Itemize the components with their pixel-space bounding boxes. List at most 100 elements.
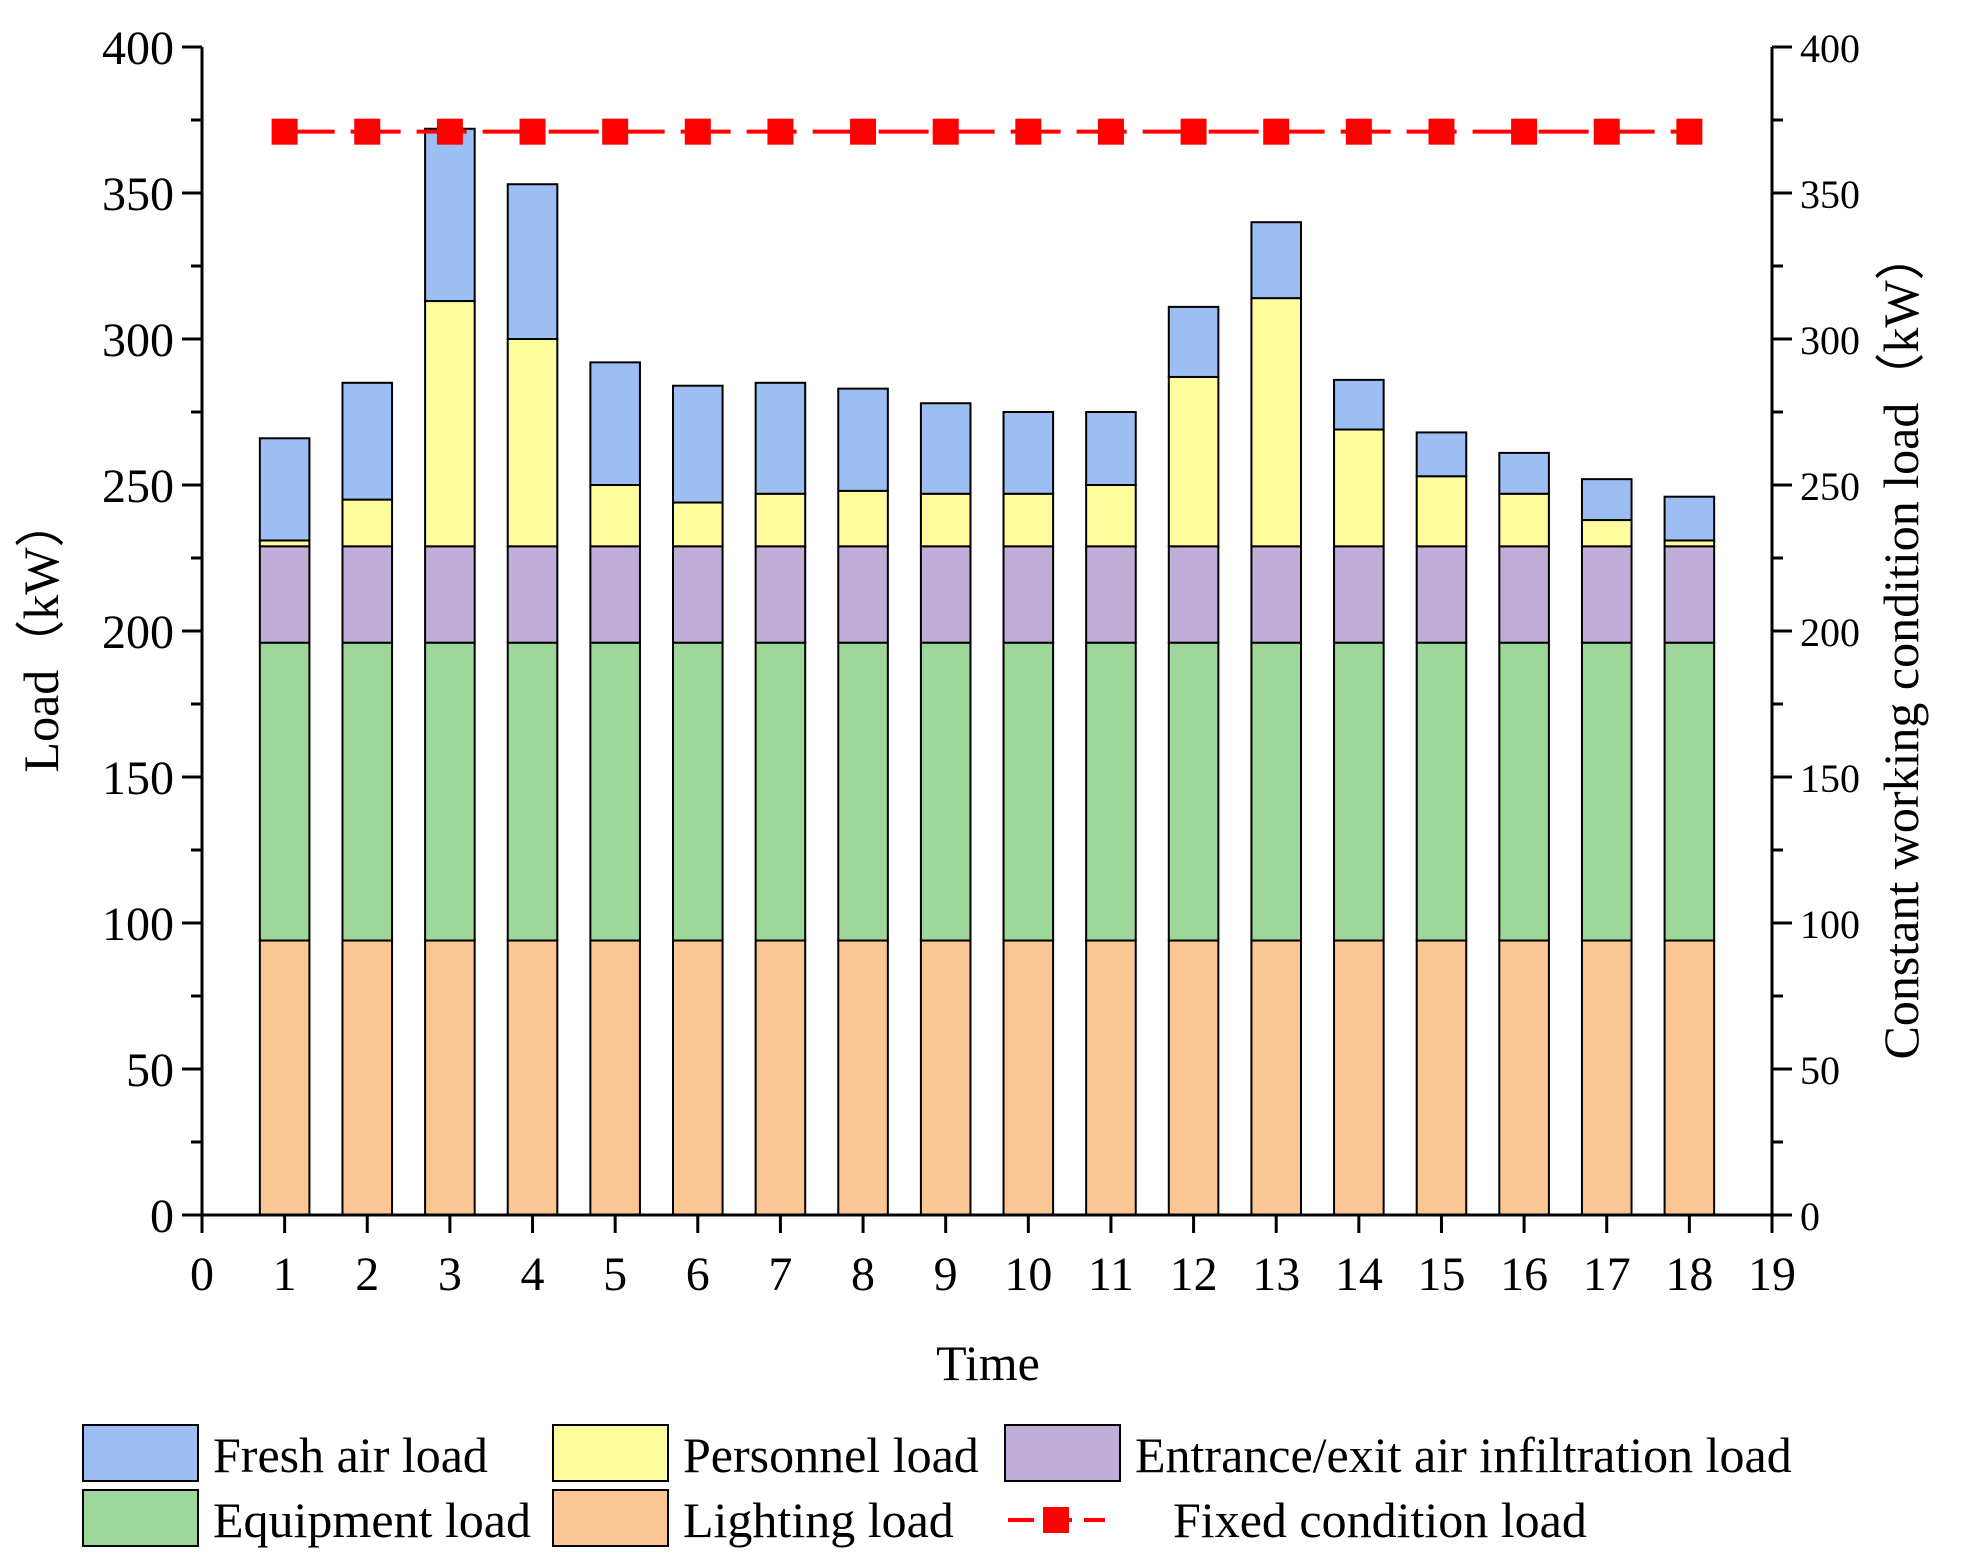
bar-fresh-air-load-11 [1085, 411, 1137, 486]
legend-swatch-equipment [82, 1489, 199, 1547]
bar-lighting-load-5 [589, 939, 641, 1217]
bar-personnel-load-15 [1415, 475, 1468, 548]
bar-entrance-exit-air-infiltration-load-16 [1498, 545, 1550, 644]
bar-lighting-load-11 [1085, 939, 1137, 1217]
y-axis-title: Load（kW） [13, 498, 69, 773]
bar-lighting-load-15 [1415, 939, 1468, 1217]
fixed-condition-marker-18 [1676, 118, 1703, 145]
x-tick-label: 0 [190, 1248, 214, 1301]
bar-entrance-exit-air-infiltration-load-18 [1663, 545, 1716, 644]
legend-label-lighting: Lighting load [683, 1492, 954, 1548]
plot-area: 0501001502002503003504000501001502002503… [102, 22, 1860, 1301]
y2-tick-label: 400 [1800, 26, 1860, 71]
bar-equipment-load-4 [506, 641, 559, 942]
x-axis-title: Time [936, 1335, 1040, 1391]
fixed-condition-marker-15 [1428, 118, 1455, 145]
bar-personnel-load-10 [1002, 492, 1055, 548]
y2-tick-label: 250 [1800, 464, 1860, 509]
bar-entrance-exit-air-infiltration-load-8 [837, 545, 889, 644]
x-tick-label: 16 [1500, 1248, 1548, 1301]
bar-fresh-air-load-4 [506, 183, 559, 340]
bar-entrance-exit-air-infiltration-load-6 [672, 545, 724, 644]
bar-equipment-load-11 [1085, 641, 1137, 942]
x-tick-label: 13 [1252, 1248, 1300, 1301]
bar-equipment-load-17 [1580, 641, 1633, 942]
legend-item-fresh-air: Fresh air load [82, 1424, 488, 1483]
fixed-condition-marker-4 [519, 118, 546, 145]
bar-personnel-load-14 [1333, 428, 1385, 548]
bar-equipment-load-6 [672, 641, 724, 942]
y-tick-label: 150 [102, 752, 174, 805]
y-tick-label: 400 [102, 22, 174, 75]
bar-personnel-load-13 [1250, 297, 1302, 548]
x-tick-label: 8 [851, 1248, 875, 1301]
x-tick-label: 11 [1088, 1248, 1134, 1301]
x-tick-label: 15 [1417, 1248, 1465, 1301]
bar-entrance-exit-air-infiltration-load-14 [1333, 545, 1385, 644]
x-tick-label: 5 [603, 1248, 627, 1301]
fixed-condition-marker-2 [354, 118, 381, 145]
bar-lighting-load-8 [837, 939, 889, 1217]
bar-personnel-load-5 [589, 484, 641, 548]
bar-personnel-load-3 [424, 300, 476, 548]
bar-fresh-air-load-3 [424, 127, 476, 303]
bar-lighting-load-2 [341, 939, 394, 1217]
y2-tick-label: 150 [1800, 756, 1860, 801]
x-tick-label: 14 [1335, 1248, 1383, 1301]
bar-lighting-load-16 [1498, 939, 1550, 1217]
fixed-condition-marker-3 [436, 118, 463, 145]
bar-fresh-air-load-17 [1580, 478, 1633, 522]
bar-entrance-exit-air-infiltration-load-10 [1002, 545, 1055, 644]
y-tick-label: 50 [126, 1044, 174, 1097]
y2-tick-label: 200 [1800, 610, 1860, 655]
x-tick-label: 10 [1004, 1248, 1052, 1301]
bar-fresh-air-load-6 [672, 384, 724, 504]
bar-lighting-load-13 [1250, 939, 1302, 1217]
y-tick-label: 0 [150, 1190, 174, 1243]
bar-fresh-air-load-7 [754, 381, 807, 495]
bar-entrance-exit-air-infiltration-load-5 [589, 545, 641, 644]
fixed-condition-marker-12 [1180, 118, 1207, 145]
bar-fresh-air-load-12 [1167, 305, 1220, 378]
bar-equipment-load-14 [1333, 641, 1385, 942]
x-tick-label: 3 [438, 1248, 462, 1301]
y-tick-label: 350 [102, 168, 174, 221]
bar-fresh-air-load-2 [341, 381, 394, 501]
tick-labels: 0501001502002503003504000501001502002503… [102, 22, 1860, 1301]
legend-item-lighting: Lighting load [552, 1489, 954, 1548]
bar-entrance-exit-air-infiltration-load-17 [1580, 545, 1633, 644]
y2-tick-label: 350 [1800, 172, 1860, 217]
bar-entrance-exit-air-infiltration-load-15 [1415, 545, 1468, 644]
bar-entrance-exit-air-infiltration-load-7 [754, 545, 807, 644]
y2-axis-title: Constant working condition load（kW） [1873, 230, 1929, 1059]
fixed-condition-marker-5 [602, 118, 629, 145]
x-tick-label: 4 [521, 1248, 545, 1301]
bar-entrance-exit-air-infiltration-load-2 [341, 545, 394, 644]
legend-swatch-lighting [552, 1489, 669, 1547]
bar-personnel-load-17 [1580, 519, 1633, 548]
legend-swatch-personnel [552, 1424, 669, 1482]
y-tick-label: 300 [102, 314, 174, 367]
bar-fresh-air-load-10 [1002, 411, 1055, 495]
fixed-condition-marker-11 [1097, 118, 1124, 145]
bar-entrance-exit-air-infiltration-load-4 [506, 545, 559, 644]
bar-lighting-load-14 [1333, 939, 1385, 1217]
x-tick-label: 12 [1170, 1248, 1218, 1301]
bar-fresh-air-load-5 [589, 361, 641, 486]
bar-lighting-load-18 [1663, 939, 1716, 1217]
bar-lighting-load-6 [672, 939, 724, 1217]
bar-entrance-exit-air-infiltration-load-13 [1250, 545, 1302, 644]
bar-equipment-load-16 [1498, 641, 1550, 942]
bar-personnel-load-6 [672, 501, 724, 548]
bar-lighting-load-17 [1580, 939, 1633, 1217]
bar-equipment-load-15 [1415, 641, 1468, 942]
legend-item-infiltration: Entrance/exit air infiltration load [1004, 1424, 1792, 1483]
bar-fresh-air-load-18 [1663, 495, 1716, 542]
fixed-condition-marker-17 [1593, 118, 1620, 145]
x-tick-label: 19 [1748, 1248, 1796, 1301]
y-tick-label: 250 [102, 460, 174, 513]
y2-tick-label: 300 [1800, 318, 1860, 363]
x-tick-label: 9 [934, 1248, 958, 1301]
bar-lighting-load-4 [506, 939, 559, 1217]
bar-equipment-load-8 [837, 641, 889, 942]
